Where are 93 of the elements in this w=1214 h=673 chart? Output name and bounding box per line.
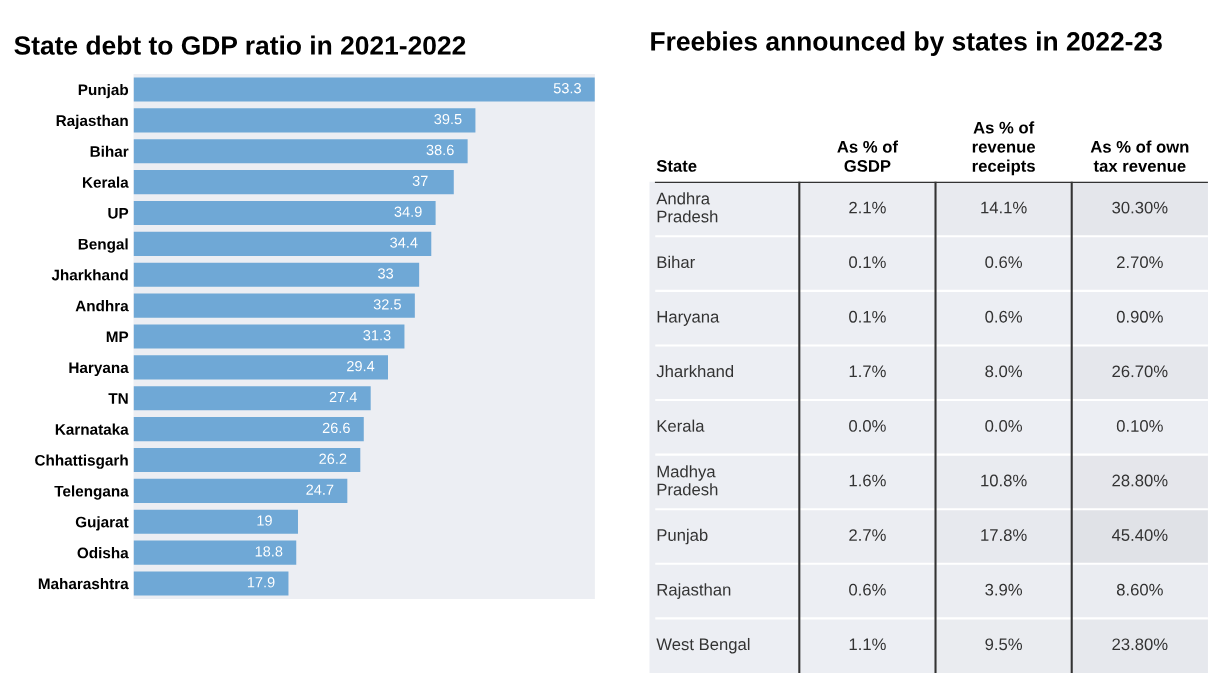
data-label: 0.1% [849, 256, 886, 269]
bar [133, 139, 468, 164]
y-tick-label: Jharkhand [656, 365, 734, 378]
data-label: 39.5 [434, 113, 462, 125]
y-tick-label: Andhra Pradesh [656, 192, 718, 223]
y-tick-label: Jharkhand [51, 269, 128, 281]
data-label: 27.4 [329, 391, 357, 403]
y-tick-label: Telengana [54, 485, 129, 500]
y-tick-label: UP [108, 208, 129, 219]
y-tick-label: Karnataka [55, 423, 129, 435]
data-label: 0.1% [849, 310, 886, 323]
data-label: 9.5% [985, 638, 1023, 651]
data-label: 17.9 [247, 577, 275, 588]
data-label: 31.3 [363, 330, 391, 341]
chart-title: Freebies announced by states in 2022-23 [651, 31, 1162, 56]
data-label: 26.6 [322, 422, 350, 434]
y-tick-label: Haryana [69, 362, 129, 377]
data-label: 0.10% [1116, 420, 1163, 432]
data-label: 0.6% [985, 256, 1023, 269]
data-label: 8.60% [1116, 583, 1163, 596]
data-label: 26.2 [319, 453, 347, 464]
bar [133, 478, 348, 503]
data-label: 10.8% [981, 474, 1027, 487]
bar [133, 417, 364, 442]
y-tick-label: West Bengal [656, 637, 750, 654]
data-label: 0.0% [849, 420, 886, 432]
y-tick-label: TN [108, 393, 128, 404]
y-tick-label: Rajasthan [56, 114, 128, 130]
bar [133, 170, 454, 195]
data-label: 23.80% [1112, 638, 1168, 651]
bar [133, 324, 405, 349]
data-label: 34.9 [394, 206, 422, 217]
x-tick-label: As % of own tax revenue [1090, 140, 1189, 172]
data-label: 14.1% [981, 201, 1027, 214]
bar [133, 355, 388, 380]
data-label: 0.6% [849, 583, 886, 596]
y-tick-label: Kerala [657, 419, 705, 432]
data-label: 0.0% [985, 420, 1023, 432]
data-label: 33 [378, 268, 394, 279]
y-tick-label: Andhra [75, 300, 129, 312]
bar [133, 262, 420, 287]
y-tick-label: Bengal [78, 238, 128, 253]
data-label: 18.8 [255, 546, 283, 557]
bar [133, 108, 476, 133]
data-label: 2.7% [849, 529, 886, 541]
y-tick-label: Haryana [657, 311, 720, 326]
y-tick-label: Bihar [90, 145, 129, 157]
bar [133, 540, 297, 565]
x-tick-label: As % of GSDP [837, 140, 899, 172]
bar [133, 77, 595, 102]
y-tick-label: Punjab [78, 83, 129, 99]
bar [133, 231, 432, 256]
data-label: 24.7 [306, 484, 334, 495]
data-label: 30.30% [1112, 201, 1168, 214]
data-label: 26.70% [1112, 365, 1168, 378]
data-label: 45.40% [1111, 529, 1168, 541]
data-label: 1.1% [849, 638, 886, 651]
y-tick-label: Punjab [657, 528, 708, 545]
data-label: 32.5 [373, 299, 401, 310]
data-label: 37 [412, 175, 428, 187]
data-label: 0.6% [985, 310, 1023, 323]
bar [133, 447, 361, 473]
y-tick-label: Gujarat [75, 516, 129, 531]
data-label: 0.90% [1116, 310, 1163, 323]
bar [133, 386, 371, 411]
data-label: 34.4 [390, 237, 418, 248]
y-tick-label: Rajasthan [657, 583, 731, 599]
y-tick-label: Odisha [77, 547, 129, 559]
data-label: 29.4 [347, 360, 375, 372]
data-label: 8.0% [985, 365, 1023, 378]
data-label: 53.3 [553, 83, 581, 94]
bar [133, 509, 298, 534]
data-label: 1.7% [849, 365, 886, 378]
data-label: 2.1% [849, 201, 886, 214]
x-tick-label: As % of revenue receipts [972, 121, 1036, 176]
data-label: 3.9% [985, 583, 1023, 596]
bar [133, 200, 436, 226]
y-tick-label: Bihar [657, 255, 695, 269]
data-label: 38.6 [426, 144, 454, 156]
bar [133, 293, 415, 318]
y-tick-label: Chhattisgarh [35, 454, 128, 469]
y-tick-label: Madhya Pradesh [657, 465, 718, 496]
data-label: 28.80% [1112, 474, 1168, 487]
y-axis-title: State [656, 160, 697, 172]
data-label: 17.8% [981, 529, 1027, 541]
data-label: 19 [257, 515, 272, 526]
y-tick-label: Maharashtra [38, 577, 129, 590]
y-tick-label: Kerala [82, 176, 129, 188]
chart-title: State debt to GDP ratio in 2021-2022 [14, 35, 466, 55]
data-label: 2.70% [1117, 256, 1163, 269]
data-label: 1.6% [849, 474, 886, 487]
bar [133, 571, 289, 596]
y-tick-label: MP [106, 331, 129, 343]
